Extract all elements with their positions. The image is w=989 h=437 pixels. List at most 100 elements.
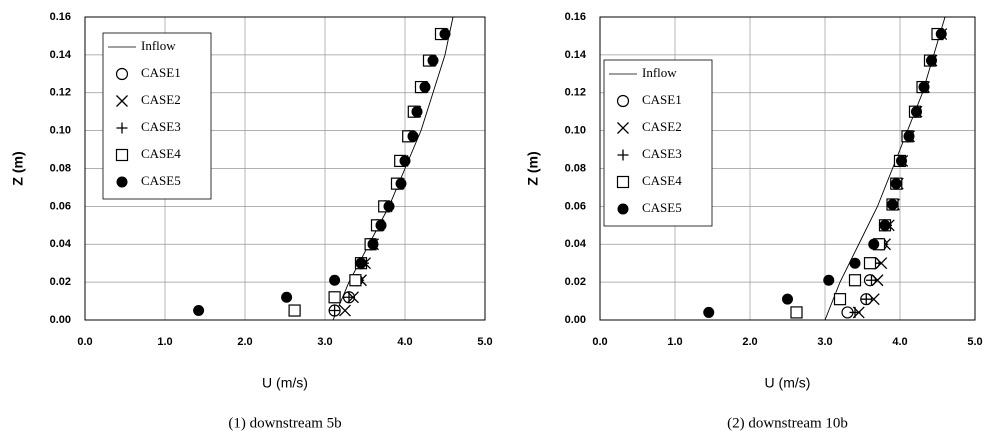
marker [849, 306, 861, 318]
legend-label: CASE4 [141, 146, 181, 161]
marker [849, 257, 861, 269]
marker-shape [328, 291, 341, 304]
marker-shape [343, 291, 355, 303]
legend-label: CASE2 [642, 119, 682, 134]
marker [617, 122, 629, 134]
marker [903, 130, 915, 142]
marker [349, 274, 362, 287]
inflow-line [824, 16, 946, 321]
marker-shape [866, 274, 877, 286]
marker-shape [407, 130, 419, 142]
y-tick-label: 0.14 [50, 49, 72, 61]
marker-shape [116, 122, 128, 134]
marker [926, 55, 937, 67]
marker [411, 106, 423, 118]
marker-shape [399, 155, 411, 167]
x-tick-label: 2.0 [237, 336, 252, 348]
legend-label: Inflow [141, 38, 176, 53]
marker-shape [617, 203, 629, 215]
x-tick-label: 2.0 [742, 336, 757, 348]
inflow-line [332, 16, 454, 321]
marker-shape [926, 55, 937, 67]
x-tick-label: 1.0 [157, 336, 172, 348]
marker-shape [355, 257, 367, 269]
marker-shape [616, 175, 630, 189]
y-tick-label: 0.00 [565, 314, 586, 326]
marker [407, 130, 419, 142]
marker-shape [116, 176, 128, 188]
marker-shape [935, 28, 947, 40]
marker [329, 305, 341, 317]
marker [875, 257, 888, 270]
marker [339, 304, 351, 317]
marker [115, 148, 129, 162]
marker-shape [823, 274, 835, 286]
y-tick-label: 0.12 [565, 87, 586, 99]
legend-label: CASE4 [642, 173, 682, 188]
marker [328, 291, 341, 304]
y-tick-label: 0.02 [50, 276, 71, 288]
y-tick-label: 0.12 [50, 87, 71, 99]
marker [343, 291, 355, 303]
marker [193, 305, 205, 317]
y-tick-label: 0.08 [565, 162, 586, 174]
marker-shape [887, 198, 898, 210]
x-tick-label: 0.0 [592, 336, 607, 348]
legend-label: CASE1 [141, 65, 181, 80]
marker-shape [395, 178, 407, 190]
marker [419, 81, 431, 93]
marker-shape [790, 306, 803, 319]
marker-shape [867, 293, 880, 306]
plot-frame [599, 16, 976, 321]
marker-shape [349, 274, 362, 287]
plot-frame [84, 16, 486, 321]
marker [616, 94, 630, 108]
marker [439, 28, 451, 40]
marker [863, 257, 877, 270]
marker-shape [911, 106, 922, 118]
marker [329, 274, 341, 286]
marker-shape [879, 219, 891, 231]
marker [116, 176, 128, 188]
marker-shape [875, 257, 888, 270]
caption: (2) downstream 10b [727, 415, 848, 431]
marker [288, 304, 301, 317]
marker-shape [383, 200, 395, 212]
y-tick-label: 0.16 [565, 11, 586, 23]
marker-shape [288, 304, 301, 317]
marker [866, 274, 877, 286]
x-tick-label: 5.0 [477, 336, 492, 348]
marker-shape [903, 130, 915, 142]
marker-shape [849, 306, 861, 318]
x-tick-label: 3.0 [817, 336, 832, 348]
marker [867, 293, 880, 306]
marker-shape [115, 148, 129, 162]
marker [116, 95, 128, 107]
y-tick-label: 0.14 [565, 49, 587, 61]
y-tick-label: 0.16 [50, 11, 71, 23]
y-tick-label: 0.04 [565, 238, 587, 250]
x-axis-label: U (m/s) [262, 375, 308, 391]
legend-label: CASE5 [642, 200, 682, 215]
legend: Inflow CASE1 CASE2 CASE3 CASE4 CASE5 [603, 59, 713, 227]
marker-shape [617, 149, 629, 161]
marker-shape [329, 274, 341, 286]
marker-shape [193, 305, 205, 317]
marker-shape [703, 306, 715, 318]
legend: Inflow CASE1 CASE2 CASE3 CASE4 CASE5 [102, 32, 212, 200]
legend-label: CASE3 [141, 119, 181, 134]
marker [823, 274, 835, 286]
marker [918, 81, 930, 93]
legend-frame [102, 32, 212, 200]
x-tick-label: 3.0 [317, 336, 332, 348]
marker [116, 122, 128, 134]
y-tick-label: 0.04 [50, 238, 72, 250]
marker-shape [616, 94, 630, 108]
marker-shape [617, 122, 629, 134]
marker-shape [367, 238, 379, 250]
marker-shape [782, 293, 793, 305]
legend-frame [603, 59, 713, 227]
marker-shape [339, 304, 351, 317]
marker-shape [419, 81, 431, 93]
